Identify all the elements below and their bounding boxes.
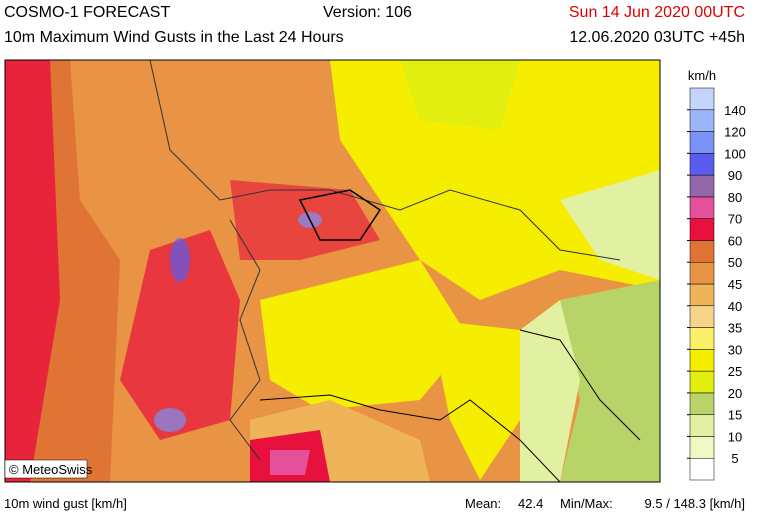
legend-box (689, 153, 715, 176)
minmax-label: Min/Max: (560, 496, 613, 511)
legend-box (689, 87, 715, 111)
legend: 5 10 15 20 25 30 35 40 45 50 60 70 80 90 100 120 140 (687, 87, 746, 481)
legend-label: 40 (728, 299, 742, 314)
legend-label: 90 (728, 168, 742, 183)
legend-box (689, 414, 715, 437)
legend-box (689, 218, 715, 241)
legend-label: 35 (728, 321, 742, 336)
legend-box (689, 131, 715, 154)
legend-label: 10 (728, 429, 742, 444)
legend-box (689, 283, 715, 307)
valid-time: Sun 14 Jun 2020 00UTC (569, 4, 745, 21)
legend-box (689, 196, 715, 219)
legend-label: 50 (728, 255, 742, 270)
legend-label: 5 (731, 451, 738, 466)
legend-label: 30 (728, 342, 742, 357)
legend-label: 80 (728, 190, 742, 205)
legend-box (689, 349, 715, 372)
map: © MeteoSwiss (4, 59, 661, 483)
legend-label: 20 (728, 386, 742, 401)
mean-value: 42.4 (518, 496, 543, 511)
legend-label: 100 (724, 146, 746, 161)
legend-box (689, 392, 715, 415)
run-time: 12.06.2020 03UTC +45h (569, 29, 745, 46)
minmax-value: 9.5 / 148.3 [km/h] (645, 496, 745, 511)
legend-box (689, 109, 715, 132)
legend-label: 140 (724, 103, 746, 118)
legend-box (689, 305, 715, 328)
legend-label: 25 (728, 364, 742, 379)
mean-label: Mean: (465, 496, 501, 511)
legend-label: 15 (728, 408, 742, 423)
legend-box (689, 436, 715, 459)
legend-box (689, 240, 715, 263)
legend-label: 120 (724, 125, 746, 140)
legend-box (689, 261, 715, 285)
legend-box (689, 370, 715, 394)
legend-label: 60 (728, 233, 742, 248)
field-title: 10m Maximum Wind Gusts in the Last 24 Ho… (4, 29, 344, 46)
footer-field: 10m wind gust [km/h] (4, 496, 127, 511)
legend-label: 45 (728, 277, 742, 292)
legend-unit: km/h (688, 68, 716, 83)
legend-box (689, 457, 715, 481)
copyright: © MeteoSwiss (9, 462, 93, 477)
legend-box (689, 327, 715, 350)
version: Version: 106 (323, 4, 412, 21)
product: COSMO-1 FORECAST (4, 4, 170, 21)
legend-box (689, 174, 715, 198)
legend-label: 70 (728, 212, 742, 227)
